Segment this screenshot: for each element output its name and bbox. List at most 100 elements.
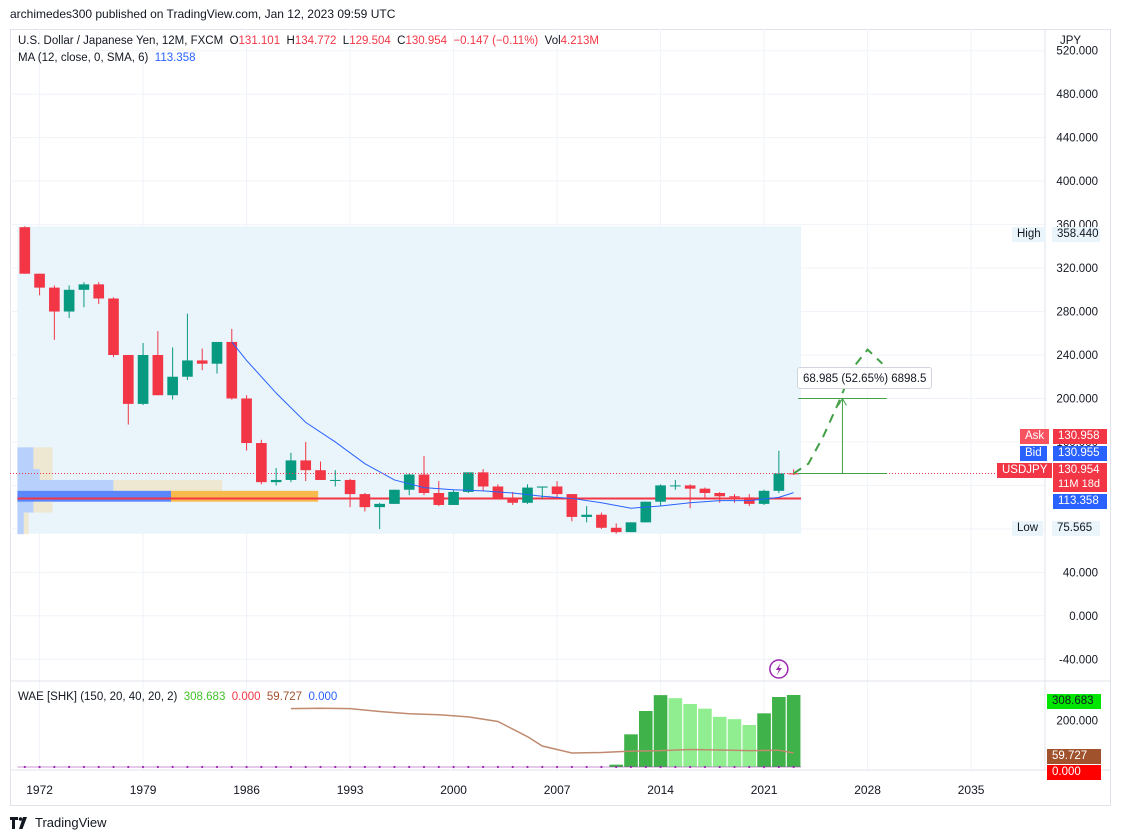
candle-body: [315, 470, 326, 480]
wae-bar: [668, 698, 683, 767]
wae-bar: [772, 697, 786, 767]
wae-bar: [653, 695, 668, 767]
candle-body: [241, 398, 252, 444]
candle-body: [522, 487, 533, 503]
high-badge-value: 358.440: [1052, 227, 1100, 242]
candle-body: [640, 501, 652, 523]
y-tick-label: 320.000: [1056, 263, 1098, 275]
volume-profile-buy: [17, 447, 34, 459]
volume-profile-sell: [33, 447, 53, 459]
x-tick-label: 1993: [337, 783, 364, 797]
projection-line: [793, 348, 884, 475]
close-label: C: [397, 35, 406, 47]
y-tick-label: -40.000: [1059, 654, 1098, 666]
candle-body: [507, 499, 519, 503]
open-label: O: [229, 35, 239, 47]
last-price-badge: 130.954: [1053, 463, 1107, 478]
price-chart[interactable]: 520.000480.000440.000400.000360.000320.0…: [10, 29, 1111, 806]
wae-bar: [609, 764, 624, 767]
candle-body: [63, 289, 75, 312]
candle-body: [285, 460, 297, 480]
wae-bar: [638, 711, 653, 767]
candle-body: [344, 479, 356, 495]
wae-y-tick: 200.000: [1056, 715, 1098, 727]
y-tick-label: 440.000: [1056, 133, 1098, 145]
vol-label: Vol: [544, 35, 561, 47]
high-value: 134.772: [294, 35, 337, 47]
volume-profile-buy: [17, 512, 24, 524]
x-tick-label: 2021: [751, 783, 778, 797]
wae-bar: [683, 704, 697, 767]
volume-profile-buy: [17, 523, 24, 535]
y-tick-label: 480.000: [1056, 89, 1098, 101]
x-tick-label: 1979: [130, 783, 157, 797]
candle-body: [93, 284, 105, 299]
currency-label: JPY: [1060, 35, 1082, 47]
candle-body: [536, 486, 548, 488]
wae-legend[interactable]: WAE [SHK] (150, 20, 40, 20, 2) 308.683 0…: [18, 691, 337, 703]
candle-body: [670, 485, 681, 487]
candle-body: [226, 341, 238, 399]
candle-body: [152, 355, 164, 396]
close-value: 130.954: [405, 35, 448, 47]
wae-bar: [786, 694, 801, 767]
x-tick-label: 2007: [544, 783, 571, 797]
volume-profile-sell: [33, 458, 53, 470]
candle-body: [137, 355, 149, 404]
ma-legend[interactable]: MA (12, close, 0, SMA, 6) 113.358: [18, 52, 196, 64]
publisher-line: archimedes300 published on TradingView.c…: [10, 7, 396, 21]
candle-body: [329, 479, 341, 481]
candle-body: [374, 503, 385, 508]
candle-body: [492, 486, 504, 500]
candle-body: [34, 273, 45, 288]
tradingview-footer[interactable]: TradingView: [10, 815, 107, 830]
measure-arrowhead: [838, 397, 847, 406]
bid-badge-label: Bid: [1020, 446, 1047, 461]
volume-profile-buy: [17, 490, 171, 502]
ask-badge-label: Ask: [1020, 429, 1050, 444]
y-tick-label: 0.000: [1069, 611, 1098, 623]
ma-price-badge: 113.358: [1053, 494, 1107, 509]
ma-line: [231, 341, 794, 509]
y-tick-label: 40.000: [1063, 567, 1098, 579]
candle-body: [551, 486, 563, 495]
volume-profile-buy: [17, 479, 114, 491]
candle-body: [433, 493, 445, 505]
wae-bar: [757, 713, 771, 767]
y-tick-label: 400.000: [1056, 176, 1098, 188]
tradingview-logo-icon: [10, 816, 27, 829]
wae-value-4: 0.000: [308, 691, 338, 703]
candle-body: [196, 360, 208, 364]
candle-body: [625, 522, 637, 533]
symbol-title: U.S. Dollar / Japanese Yen, 12M, FXCM: [18, 35, 224, 47]
candle-body: [78, 284, 90, 290]
candle-body: [19, 227, 31, 274]
volume-profile-buy: [17, 469, 40, 480]
lightning-icon[interactable]: [769, 659, 789, 679]
low-value: 129.504: [349, 35, 391, 47]
low-label: L: [342, 35, 350, 47]
symbol-badge[interactable]: USDJPY: [997, 463, 1053, 478]
candle-body: [477, 472, 489, 487]
candle-body: [684, 485, 696, 489]
volume-profile-sell: [23, 523, 29, 535]
wae-label: WAE [SHK] (150, 20, 40, 20, 2): [18, 691, 178, 703]
ask-badge-value: 130.958: [1053, 429, 1107, 444]
candle-body: [122, 355, 134, 404]
candle-body: [182, 360, 193, 377]
candle-body: [108, 298, 119, 355]
x-tick-label: 1972: [26, 783, 53, 797]
low-badge-label: Low: [1012, 521, 1044, 536]
wae-badge-3: 59.727: [1047, 749, 1101, 764]
candle-body: [389, 489, 400, 504]
x-tick-label: 2035: [958, 783, 985, 797]
volume-profile-buy: [17, 458, 34, 470]
wae-badge-2: 0.000: [1047, 765, 1101, 780]
wae-value-3: 59.727: [266, 691, 303, 703]
wae-value-1: 308.683: [183, 691, 226, 703]
candle-body: [699, 488, 711, 494]
candle-body: [256, 443, 267, 483]
volume-profile-sell: [33, 501, 53, 513]
bid-badge-value: 130.955: [1053, 446, 1107, 461]
volume-profile-sell: [23, 512, 29, 524]
